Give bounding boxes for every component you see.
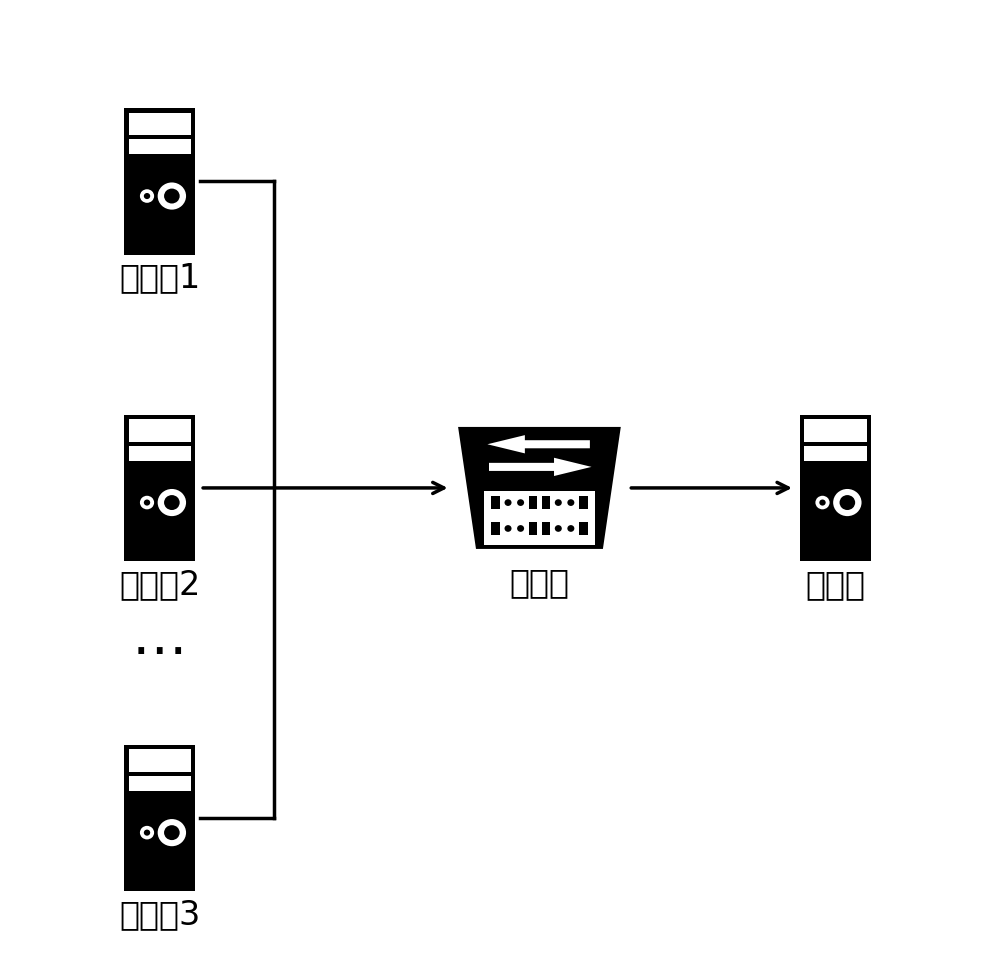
Circle shape [164,495,180,510]
Circle shape [505,500,512,506]
Bar [579,522,588,535]
Text: 接收方: 接收方 [805,568,865,601]
Circle shape [840,495,855,510]
Circle shape [158,819,186,846]
Circle shape [555,500,562,506]
Polygon shape [487,435,590,454]
Circle shape [140,496,154,509]
Circle shape [144,500,150,505]
Bar [804,419,867,442]
Circle shape [164,825,180,840]
Circle shape [815,496,830,509]
Text: 发送方3: 发送方3 [119,899,200,931]
Circle shape [144,830,150,835]
Bar [124,745,195,891]
Circle shape [819,500,826,505]
Circle shape [567,500,574,506]
Bar [484,491,595,545]
Bar [129,419,191,442]
Circle shape [567,525,574,532]
Bar [529,496,537,509]
Bar [124,108,195,255]
Text: 交换机: 交换机 [509,566,569,599]
Circle shape [517,525,524,532]
Bar [129,446,191,461]
Polygon shape [489,457,592,476]
Circle shape [140,189,154,203]
Text: 发送方1: 发送方1 [119,261,200,295]
Circle shape [164,189,180,204]
Circle shape [158,489,186,516]
Bar [129,775,191,791]
Bar [579,496,588,509]
Polygon shape [458,427,621,549]
Bar [491,522,500,535]
Bar [129,749,191,772]
Circle shape [833,489,862,516]
Bar [542,522,550,535]
Circle shape [505,525,512,532]
Bar [800,414,871,561]
Text: 发送方2: 发送方2 [119,568,200,601]
Bar [129,113,191,135]
Bar [542,496,550,509]
Bar [529,522,537,535]
Bar [804,446,867,461]
Circle shape [555,525,562,532]
Circle shape [144,193,150,199]
Circle shape [517,500,524,506]
Bar [491,496,500,509]
Bar [124,414,195,561]
Bar [129,139,191,154]
Circle shape [140,826,154,839]
Circle shape [158,183,186,210]
Text: ⋯: ⋯ [132,626,188,680]
